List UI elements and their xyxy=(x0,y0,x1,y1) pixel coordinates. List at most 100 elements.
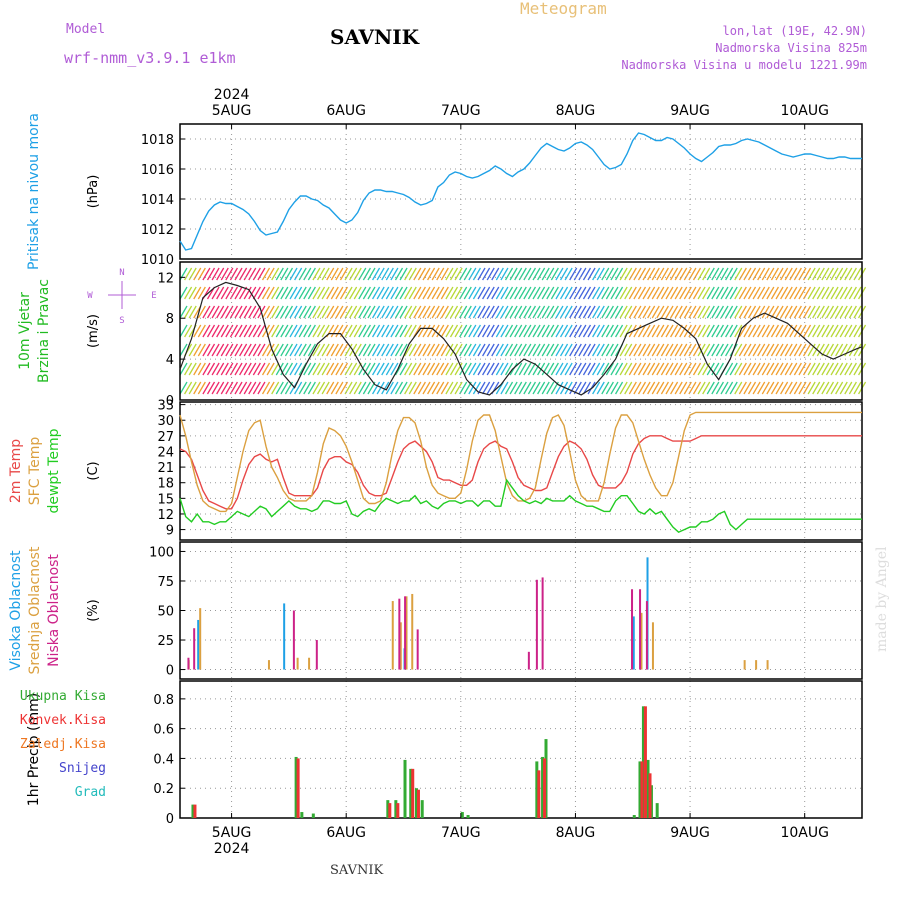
wind-barb xyxy=(793,305,802,319)
wind-barb xyxy=(243,343,252,357)
wind-barb xyxy=(216,324,225,338)
wind-barb xyxy=(761,343,770,357)
wind-barb xyxy=(550,305,559,319)
wind-barb xyxy=(537,343,546,357)
wind-barb xyxy=(303,324,312,338)
wind-barb xyxy=(715,305,724,319)
wind-barb xyxy=(294,343,303,357)
wind-barb xyxy=(674,305,683,319)
wind-barb xyxy=(541,305,550,319)
bar-clouds xyxy=(535,579,538,670)
wind-barb xyxy=(413,343,422,357)
wind-barb xyxy=(587,305,596,319)
wind-barb xyxy=(761,286,770,300)
wind-barb xyxy=(431,343,440,357)
wind-barb xyxy=(316,324,326,338)
wind-barb xyxy=(179,324,188,338)
wind-barb xyxy=(468,267,477,281)
wind-barb xyxy=(284,362,294,376)
wind-barb xyxy=(463,324,472,338)
bar-clouds xyxy=(187,657,190,670)
wind-barb xyxy=(252,286,261,300)
wind-barb xyxy=(532,286,541,300)
wind-barbs xyxy=(179,267,867,395)
wind-barb xyxy=(582,343,592,357)
wind-barb xyxy=(491,286,500,300)
wind-barb xyxy=(592,343,601,357)
wind-barb xyxy=(372,267,381,281)
wind-barb xyxy=(610,286,619,300)
wind-barb xyxy=(527,362,537,376)
wind-barb xyxy=(619,305,628,319)
wind-barb xyxy=(404,286,413,300)
wind-barb xyxy=(486,267,495,281)
wind-barb xyxy=(216,267,225,281)
wind-barb xyxy=(504,286,514,300)
x-tick-label-top: 6AUG xyxy=(326,103,366,119)
wind-barb xyxy=(509,305,518,319)
wind-barb xyxy=(280,343,289,357)
wind-barb xyxy=(500,305,509,319)
panel-unit: (m/s) xyxy=(86,314,101,348)
wind-barb xyxy=(307,324,316,338)
wind-barb xyxy=(440,381,449,395)
wind-barb xyxy=(582,362,592,376)
wind-barb xyxy=(775,343,784,357)
wind-barb xyxy=(821,305,830,319)
wind-barb xyxy=(582,381,592,395)
wind-barb xyxy=(326,362,335,376)
wind-barb xyxy=(353,362,362,376)
wind-barb xyxy=(766,362,775,376)
wind-barb xyxy=(523,267,532,281)
wind-barb xyxy=(734,343,743,357)
wind-barb xyxy=(550,343,559,357)
wind-barb xyxy=(770,343,780,357)
wind-barb xyxy=(449,381,459,395)
wind-barb xyxy=(537,305,546,319)
wind-barb xyxy=(312,324,321,338)
wind-barb xyxy=(440,362,449,376)
wind-barb xyxy=(289,362,298,376)
wind-barb xyxy=(807,381,816,395)
wind-barb xyxy=(394,324,404,338)
wind-barb xyxy=(637,362,647,376)
wind-barb xyxy=(670,305,679,319)
wind-barb xyxy=(518,324,527,338)
wind-barb xyxy=(385,343,394,357)
wind-barb xyxy=(275,324,284,338)
wind-barb xyxy=(564,381,573,395)
wind-barb xyxy=(780,286,789,300)
wind-barb xyxy=(372,362,381,376)
wind-barb xyxy=(688,343,697,357)
wind-barb xyxy=(559,381,569,395)
wind-barb xyxy=(362,324,371,338)
wind-barb xyxy=(537,324,546,338)
wind-barb xyxy=(234,343,243,357)
wind-barb xyxy=(303,286,312,300)
wind-barb xyxy=(353,381,362,395)
wind-barb xyxy=(413,305,422,319)
wind-barb xyxy=(587,343,596,357)
wind-barb xyxy=(449,286,459,300)
wind-barb xyxy=(339,267,349,281)
bar-precip xyxy=(388,803,392,818)
precip-legend-item: Zaledj.Kisa xyxy=(20,737,106,752)
wind-barb xyxy=(605,305,614,319)
compass-east: E xyxy=(151,291,156,301)
y-tick-label: 1014 xyxy=(141,193,174,208)
wind-barb xyxy=(312,343,321,357)
wind-barb xyxy=(793,343,802,357)
series-line-temperature xyxy=(179,478,862,534)
wind-barb xyxy=(440,286,449,300)
wind-barb xyxy=(399,362,408,376)
wind-barb xyxy=(298,286,307,300)
wind-barb xyxy=(225,343,234,357)
y-tick-label: 12 xyxy=(157,508,174,523)
wind-barb xyxy=(656,305,665,319)
wind-barb xyxy=(720,305,729,319)
wind-barb xyxy=(761,305,770,319)
bar-clouds xyxy=(404,596,407,670)
wind-barb xyxy=(353,286,362,300)
wind-barb xyxy=(807,267,816,281)
